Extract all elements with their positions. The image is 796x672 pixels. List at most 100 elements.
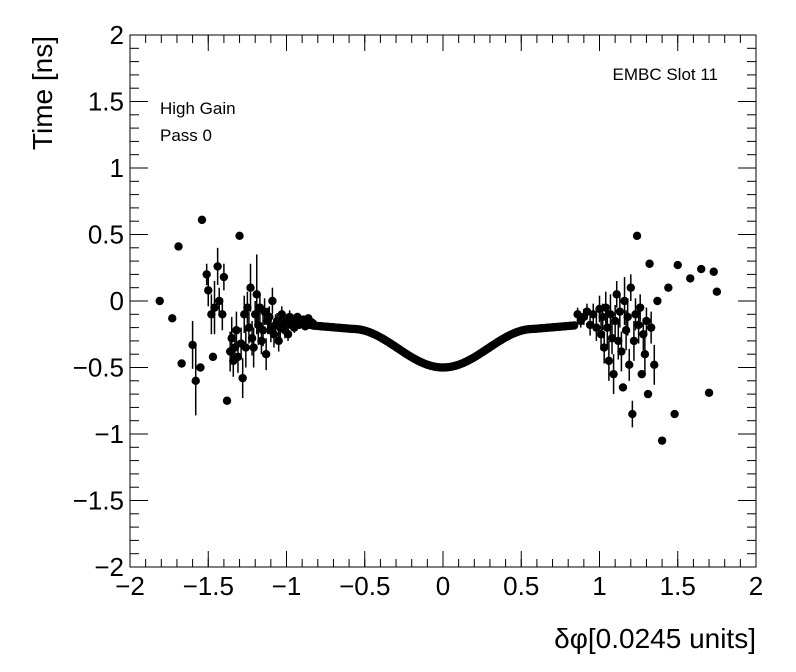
data-point: [637, 369, 646, 379]
data-point: [642, 316, 651, 326]
y-tick-label: −1.5: [73, 486, 124, 516]
data-point: [629, 336, 639, 346]
data-point: [202, 270, 211, 279]
data-point: [626, 283, 635, 292]
data-point: [618, 383, 628, 392]
data-point: [207, 310, 216, 319]
data-point: [210, 303, 219, 312]
x-tick-label: 0.5: [503, 571, 539, 601]
data-point: [257, 336, 266, 346]
data-point: [204, 286, 213, 295]
data-point: [232, 326, 241, 335]
band-point: [569, 321, 579, 330]
data-point: [222, 396, 232, 405]
data-point: [589, 310, 598, 319]
data-point: [268, 296, 277, 306]
y-tick-label: −0.5: [73, 353, 124, 383]
data-point: [635, 303, 645, 312]
data-point: [606, 310, 615, 319]
data-point: [233, 352, 243, 362]
data-point: [244, 323, 254, 332]
data-point: [686, 274, 695, 283]
pass-label: Pass 0: [160, 126, 212, 145]
data-point: [261, 350, 271, 359]
data-points: [155, 215, 722, 445]
data-point: [191, 376, 200, 385]
data-point: [252, 290, 261, 299]
x-tick-label: 1.5: [660, 571, 696, 601]
data-point: [709, 267, 718, 276]
data-point: [177, 359, 186, 368]
data-point: [274, 336, 283, 346]
y-tick-label: 1.5: [88, 87, 124, 117]
data-point: [640, 350, 650, 359]
data-point: [213, 262, 222, 271]
slot-label: EMBC Slot 11: [612, 65, 718, 84]
data-point: [598, 312, 607, 322]
data-point: [620, 296, 629, 306]
data-point: [218, 310, 227, 319]
data-point: [628, 409, 637, 419]
data-point: [645, 259, 654, 268]
data-point: [599, 343, 609, 352]
data-point: [188, 340, 197, 350]
data-point: [646, 323, 656, 332]
data-point: [246, 283, 255, 292]
data-point: [704, 388, 714, 397]
data-point: [604, 356, 614, 366]
data-point: [215, 296, 224, 306]
data-point: [603, 323, 612, 332]
data-point: [208, 352, 218, 362]
data-point: [197, 215, 207, 225]
y-tick-label: −1: [94, 419, 124, 449]
data-point: [617, 347, 626, 356]
y-tick-label: −2: [94, 552, 124, 582]
data-point: [272, 316, 282, 326]
data-point: [664, 283, 673, 292]
data-point: [634, 320, 643, 330]
x-tick-label: −0.5: [339, 571, 390, 601]
x-tick-label: −1: [272, 571, 302, 601]
data-point: [632, 231, 642, 241]
data-point: [592, 323, 601, 332]
data-point: [240, 310, 249, 319]
data-point: [174, 242, 183, 251]
x-tick-label: −1.5: [183, 571, 234, 601]
data-point: [712, 287, 722, 296]
y-tick-label: 0.5: [88, 220, 124, 250]
y-tick-label: 0: [110, 286, 124, 316]
data-point: [631, 310, 640, 319]
data-point: [610, 316, 620, 326]
data-point: [595, 304, 604, 314]
data-point: [596, 330, 606, 339]
data-point: [155, 296, 164, 306]
data-point: [625, 360, 634, 370]
x-tick-label: 0: [436, 571, 450, 601]
data-point: [247, 334, 257, 343]
data-point: [614, 336, 623, 346]
y-tick-label: 2: [110, 20, 124, 50]
data-point: [653, 296, 662, 306]
data-point: [623, 312, 632, 322]
axis-tick-labels: −2 −1.5 −1 −0.5 0 0.5 1 1.5 2 −2 −1.5 −1 −0.5 0 0.5 1 1.…: [73, 20, 764, 601]
data-point: [673, 260, 682, 270]
x-tick-label: −2: [115, 571, 145, 601]
data-point: [219, 272, 229, 282]
data-point: [196, 363, 205, 372]
data-point: [283, 330, 293, 339]
data-point: [657, 436, 667, 445]
x-tick-label: 1: [592, 571, 606, 601]
gain-label: High Gain: [160, 99, 236, 118]
data-point: [650, 360, 659, 370]
data-point: [612, 290, 621, 299]
data-point: [258, 326, 268, 335]
x-axis-title: δφ[0.0245 units]: [554, 623, 756, 654]
data-point: [243, 303, 252, 312]
data-point: [168, 314, 177, 323]
x-tick-label: 2: [749, 571, 763, 601]
data-point: [235, 231, 244, 241]
y-tick-label: 1: [110, 153, 124, 183]
data-point: [238, 373, 247, 383]
data-point: [277, 310, 287, 319]
